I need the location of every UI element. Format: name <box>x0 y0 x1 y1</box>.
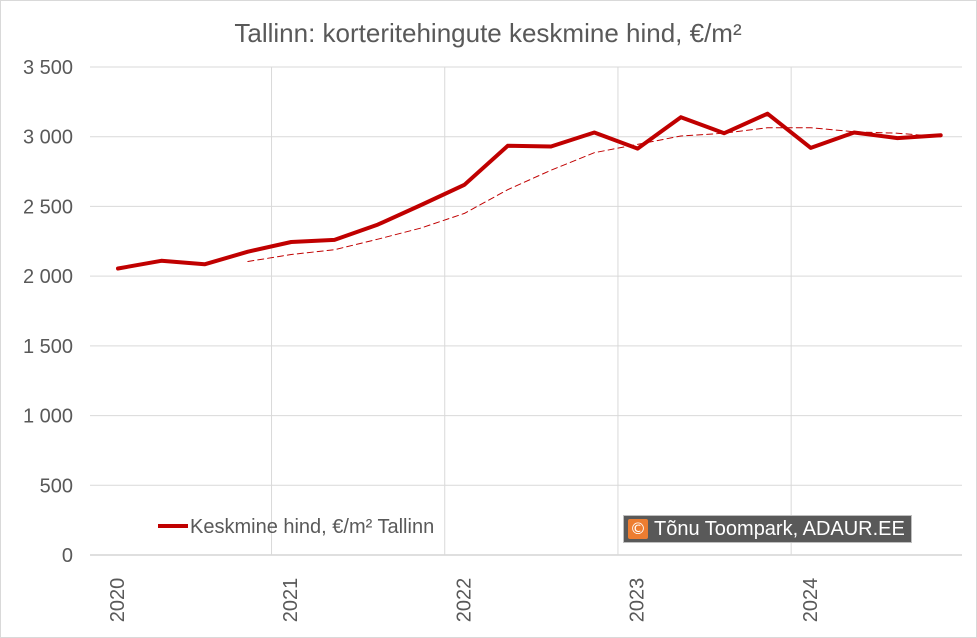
credit-text: Tõnu Toompark, ADAUR.EE <box>654 517 905 540</box>
y-tick-label: 2 000 <box>23 266 73 288</box>
legend: Keskmine hind, €/m² Tallinn <box>158 516 434 538</box>
y-tick-label: 3 000 <box>23 127 73 149</box>
x-tick-label: 2024 <box>800 578 822 623</box>
y-tick-label: 1 000 <box>23 406 73 428</box>
legend-label: Keskmine hind, €/m² Tallinn <box>190 516 434 538</box>
x-tick-label: 2023 <box>627 578 649 623</box>
series-line <box>116 111 943 271</box>
y-axis-ticks: 0 500 1 000 1 500 2 000 2 500 3 000 3 500 <box>23 57 73 567</box>
y-tick-label: 2 500 <box>23 196 73 218</box>
x-axis-ticks: 2020 2021 2022 2023 2024 <box>107 578 822 623</box>
y-tick-label: 0 <box>62 545 73 567</box>
x-tick-label: 2020 <box>107 578 129 623</box>
trend-line <box>247 127 942 262</box>
y-tick-label: 500 <box>40 475 73 497</box>
gridlines <box>90 66 962 556</box>
x-tick-label: 2021 <box>280 578 302 623</box>
y-tick-label: 1 500 <box>23 336 73 358</box>
copyright-icon: © <box>628 519 648 539</box>
series-lines <box>116 111 943 271</box>
chart-title: Tallinn: korteritehingute keskmine hind,… <box>234 18 742 48</box>
credit-badge: © Tõnu Toompark, ADAUR.EE <box>623 515 912 543</box>
y-tick-label: 3 500 <box>23 57 73 79</box>
x-tick-label: 2022 <box>453 578 475 623</box>
